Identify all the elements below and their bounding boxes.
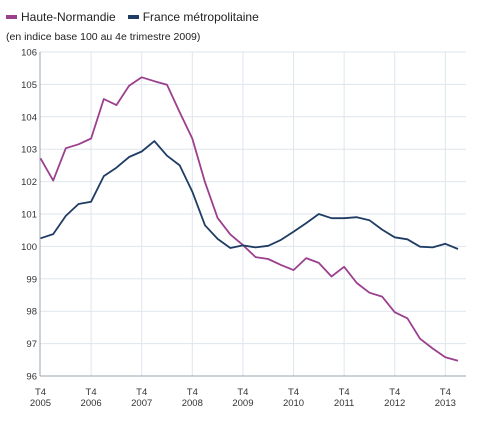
legend-item-haute-normandie: Haute-Normandie [6,10,116,24]
legend-item-france-metropolitaine: France métropolitaine [127,10,259,24]
y-tick-label: 104 [21,112,37,123]
y-tick-label: 105 [21,80,37,91]
y-tick-label: 100 [21,242,37,253]
y-tick-label: 97 [26,339,37,350]
legend-label-france-metropolitaine: France métropolitaine [142,10,259,24]
y-tick-label: 98 [26,307,37,318]
x-tick-quarter-label: T4 [339,387,350,398]
x-tick-year-label: 2010 [283,398,304,409]
x-tick-quarter-label: T4 [86,387,97,398]
x-tick-quarter-label: T4 [237,387,248,398]
y-tick-label: 106 [21,48,37,59]
y-tick-label: 101 [21,210,37,221]
x-tick-quarter-label: T4 [136,387,147,398]
x-tick-year-label: 2007 [131,398,152,409]
x-tick-year-label: 2009 [232,398,253,409]
x-tick-year-label: 2005 [30,398,51,409]
y-tick-label: 96 [26,372,37,383]
x-tick-quarter-label: T4 [187,387,198,398]
chart-subtitle: (en indice base 100 au 4e trimestre 2009… [6,31,201,43]
x-tick-quarter-label: T4 [389,387,400,398]
legend-swatch-france-metropolitaine [127,15,139,19]
legend: Haute-Normandie France métropolitaine [6,10,271,24]
legend-swatch-haute-normandie [6,15,17,19]
legend-label-haute-normandie: Haute-Normandie [21,10,116,24]
x-tick-year-label: 2008 [182,398,203,409]
x-tick-year-label: 2013 [435,398,456,409]
series-line-haute-normandie [39,76,459,362]
y-tick-label: 99 [26,274,37,285]
x-tick-quarter-label: T4 [35,387,46,398]
y-tick-label: 102 [21,177,37,188]
x-tick-year-label: 2012 [384,398,405,409]
x-tick-year-label: 2011 [334,398,354,409]
x-tick-quarter-label: T4 [440,387,451,398]
x-tick-year-label: 2006 [81,398,102,409]
y-tick-label: 103 [21,145,37,156]
series-line-france-metropolitaine [40,140,459,250]
x-tick-quarter-label: T4 [288,387,299,398]
